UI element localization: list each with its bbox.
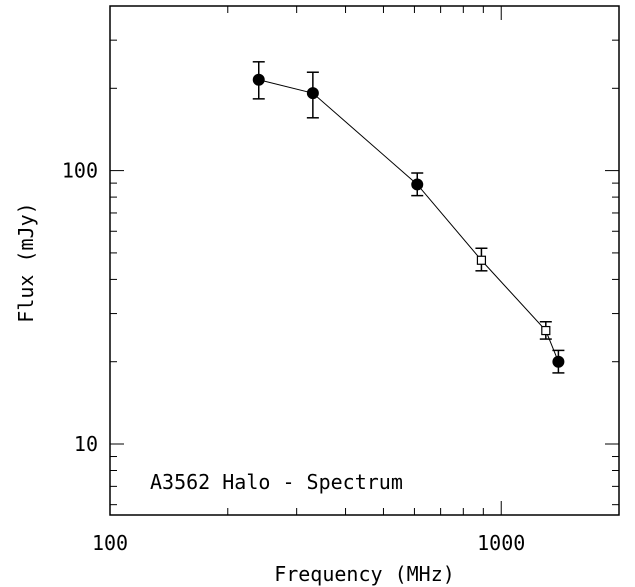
x-tick-label: 1000 [477,531,525,555]
data-point-open-square [541,325,551,336]
plot-frame [109,5,620,516]
data-point-filled-circle [306,87,319,100]
data-point-open-square [476,255,487,265]
data-point-filled-circle [411,178,424,191]
y-tick-label: 10 [74,432,98,456]
x-tick-label: 100 [92,531,128,555]
tick-labels: 100 1000 10 100 [62,159,525,555]
tick-marks [109,5,620,515]
connecting-line [258,79,559,362]
y-tick-label: 100 [62,159,98,183]
data-point-filled-circle [552,355,565,368]
data-point-filled-circle [252,73,265,86]
chart-annotation: A3562 Halo - Spectrum [150,470,403,494]
y-axis-title: Flux (mJy) [14,202,38,322]
error-bars [252,61,565,374]
data-markers [252,73,565,368]
x-axis-title: Frequency (MHz) [274,562,455,586]
